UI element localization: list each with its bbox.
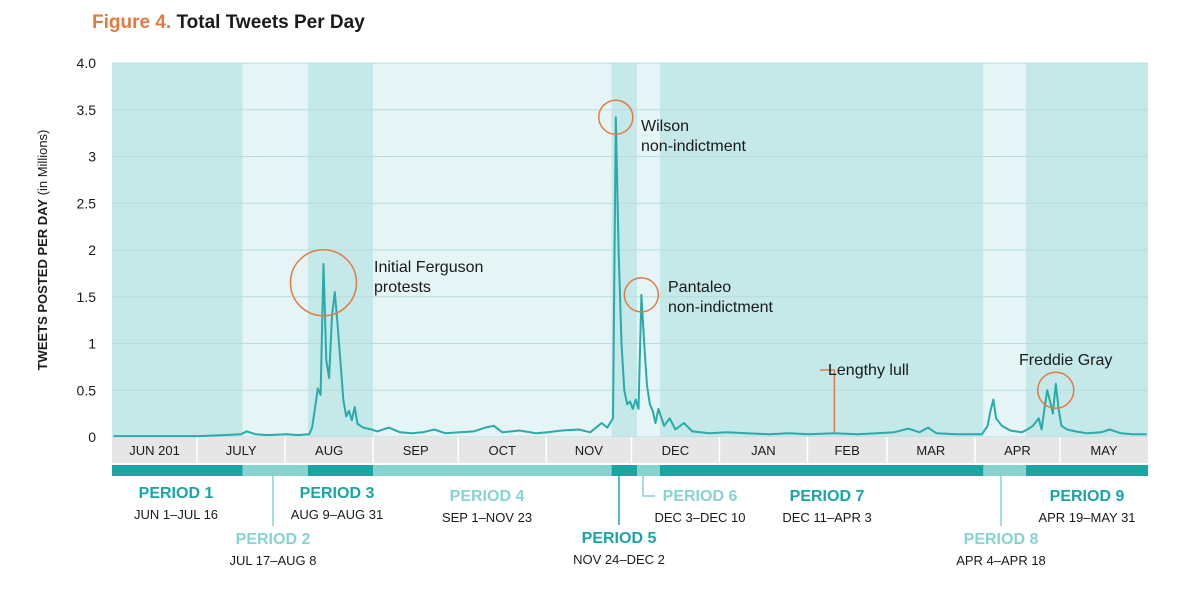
period-name: PERIOD 4 [450,488,525,505]
period-range: DEC 3–DEC 10 [654,510,745,525]
annotation-label: Initial Ferguson protests [374,259,483,296]
y-tick-label: 0 [88,429,96,445]
period-bar-segment-7 [659,465,984,476]
y-tick-label: 3 [88,149,96,165]
y-tick-label: 2 [88,242,96,258]
annotation-circle [1037,371,1075,409]
series-layer [113,116,1147,438]
annotation-circle [289,248,358,317]
figure-title: Figure 4. Total Tweets Per Day [92,12,365,34]
y-tick-label: 2.5 [77,195,97,211]
period-bar-segment-6 [637,465,660,476]
month-label: SEP [403,443,429,458]
period-bar-segment-9 [1025,465,1148,476]
y-axis: 0 0.5 1 1.5 2 2.5 3 3.5 4.0 [77,55,97,445]
month-label: AUG [315,443,343,458]
month-label: FEB [834,443,859,458]
period-name: PERIOD 9 [1050,488,1125,505]
period-range: APR 19–MAY 31 [1038,510,1135,525]
y-tick-label: 0.5 [77,382,97,398]
period-name: PERIOD 6 [663,488,738,505]
period-bar [112,465,1148,476]
y-tick-label: 1.5 [77,289,97,305]
month-label: JULY [226,443,257,458]
month-label: APR [1004,443,1031,458]
annotation-label: Pantaleo non-indictment [668,279,774,316]
period-name: PERIOD 8 [964,531,1039,548]
annotation-label: Lengthy lull [828,362,909,379]
period-labels: PERIOD 1 JUN 1–JUL 16 PERIOD 2 JUL 17–AUG 8… [134,476,1136,568]
period-bar-segment-3 [307,465,374,476]
month-label: OCT [489,443,517,458]
period-range: JUN 1–JUL 16 [134,507,218,522]
annotation-label: Freddie Gray [1019,352,1112,369]
period-bar-segment-2 [242,465,308,476]
annotation-label: Wilson non-indictment [641,118,747,155]
period-range: AUG 9–AUG 31 [291,507,384,522]
period-range: APR 4–APR 18 [956,553,1046,568]
y-axis-label-unit: (in Millions) [35,130,50,199]
month-label: JUN 201 [129,443,180,458]
annotation-leader [820,369,836,433]
y-axis-label-bold: TWEETS POSTED PER DAY [35,199,50,371]
period-range: DEC 11–APR 3 [782,510,871,525]
period-name: PERIOD 2 [236,531,311,548]
annotations: Initial Ferguson protests Wilson non-indict… [289,99,1112,433]
y-tick-label: 3.5 [77,102,97,118]
month-axis-strip [112,437,1148,463]
month-label: NOV [575,443,604,458]
period-bar-segment-5 [611,465,638,476]
annotation-circle [598,99,634,135]
period-name: PERIOD 3 [300,485,375,502]
month-label: MAR [916,443,945,458]
period-name: PERIOD 5 [582,530,657,547]
period-range: JUL 17–AUG 8 [230,553,317,568]
figure-title-text: Total Tweets Per Day [176,12,365,33]
month-axis: JUN 201 JULY AUG SEP OCT NOV DEC JAN FEB MAR APR MA… [112,437,1148,463]
figure-label: Figure 4. [92,12,172,33]
period-bar-segment-4 [373,465,612,476]
annotation-circle [623,277,660,313]
tweets-series-line [113,116,1147,438]
period-name: PERIOD 7 [790,488,865,505]
period-name: PERIOD 1 [139,485,214,502]
y-axis-label: TWEETS POSTED PER DAY (in Millions) [35,130,50,371]
period-bar-segment-8 [983,465,1026,476]
period-range: NOV 24–DEC 2 [573,552,665,567]
period-connector [642,476,655,497]
y-tick-label: 4.0 [77,55,97,71]
month-label: DEC [662,443,689,458]
y-tick-label: 1 [88,336,96,352]
period-bar-segment-1 [112,465,243,476]
month-label: JAN [751,443,776,458]
month-label: MAY [1090,443,1118,458]
period-range: SEP 1–NOV 23 [442,510,532,525]
